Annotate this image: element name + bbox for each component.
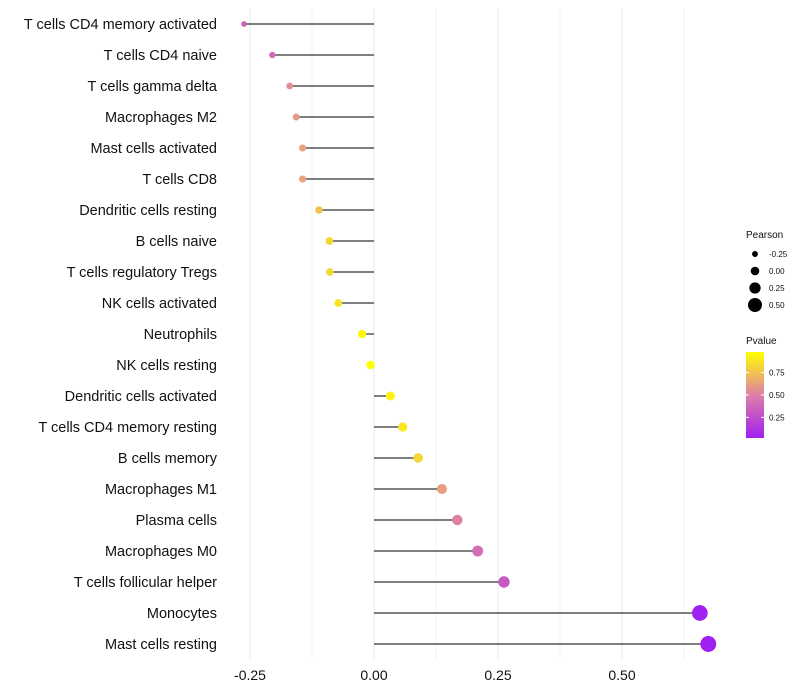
color-legend-title: Pvalue <box>746 336 777 347</box>
category-label: T cells follicular helper <box>74 575 217 591</box>
category-label: T cells CD8 <box>142 172 217 188</box>
lollipop-points <box>241 21 717 652</box>
gridlines <box>249 8 685 660</box>
lollipop-point <box>472 545 484 557</box>
category-label: NK cells activated <box>102 296 217 312</box>
lollipop-point <box>436 483 447 495</box>
category-label: NK cells resting <box>116 358 217 374</box>
x-tick-label: 0.25 <box>484 667 511 683</box>
category-label: Plasma cells <box>136 513 217 529</box>
category-label: Monocytes <box>147 606 217 622</box>
lollipop-point <box>357 329 367 339</box>
category-label: Mast cells resting <box>105 637 217 653</box>
x-tick-label: 0.00 <box>360 667 387 683</box>
size-legend-key <box>750 266 760 276</box>
category-label: Neutrophils <box>144 327 217 343</box>
category-label: Macrophages M0 <box>105 544 217 560</box>
lollipop-point <box>286 82 294 90</box>
x-tick-label: -0.25 <box>234 667 266 683</box>
size-legend-key <box>748 298 762 312</box>
category-label: T cells regulatory Tregs <box>67 265 217 281</box>
size-legend-key <box>752 251 758 257</box>
lollipop-point <box>334 299 343 307</box>
lollipop-point <box>700 636 717 652</box>
lollipop-point <box>315 206 323 214</box>
category-label: Mast cells activated <box>90 141 217 157</box>
size-legend-label: 0.00 <box>769 267 785 276</box>
category-label: B cells naive <box>136 234 217 250</box>
lollipop-point <box>292 113 300 121</box>
lollipop-point <box>269 51 276 59</box>
color-legend-label: 0.25 <box>769 413 785 422</box>
size-legend-label: 0.50 <box>769 301 785 310</box>
lollipop-point <box>398 422 408 432</box>
lollipop-segments <box>244 23 709 645</box>
lollipop-point <box>692 605 708 621</box>
size-legend-key <box>749 282 761 294</box>
size-legend: Pearson -0.25 0.00 0.25 0.50 <box>746 230 788 312</box>
lollipop-point <box>366 360 375 370</box>
lollipop-point <box>299 144 307 152</box>
lollipop-point <box>498 576 510 588</box>
lollipop-point <box>325 237 334 245</box>
category-label: T cells CD4 memory activated <box>24 17 217 33</box>
lollipop-point <box>299 175 307 183</box>
category-label: Macrophages M2 <box>105 110 217 126</box>
size-legend-label: -0.25 <box>769 250 788 259</box>
category-label: T cells CD4 naive <box>104 48 217 64</box>
lollipop-point <box>326 268 334 276</box>
lollipop-point <box>413 453 423 463</box>
lollipop-point <box>452 514 463 526</box>
x-axis-labels: -0.25 0.00 0.25 0.50 <box>234 667 636 683</box>
x-tick-label: 0.50 <box>608 667 635 683</box>
y-axis-labels: T cells CD4 memory activated T cells CD4 … <box>24 17 218 653</box>
category-label: Dendritic cells activated <box>65 389 217 405</box>
category-label: Dendritic cells resting <box>79 203 217 219</box>
category-label: Macrophages M1 <box>105 482 217 498</box>
category-label: B cells memory <box>118 451 218 467</box>
color-legend: Pvalue 0.75 0.50 0.25 <box>746 336 785 438</box>
category-label: T cells gamma delta <box>88 79 218 95</box>
size-legend-label: 0.25 <box>769 284 785 293</box>
color-legend-label: 0.75 <box>769 369 785 378</box>
category-label: T cells CD4 memory resting <box>38 420 217 436</box>
size-legend-title: Pearson <box>746 230 783 241</box>
lollipop-point <box>385 391 395 401</box>
color-legend-gradient-bar <box>746 352 764 438</box>
color-legend-label: 0.50 <box>769 391 785 400</box>
lollipop-point <box>241 21 247 27</box>
